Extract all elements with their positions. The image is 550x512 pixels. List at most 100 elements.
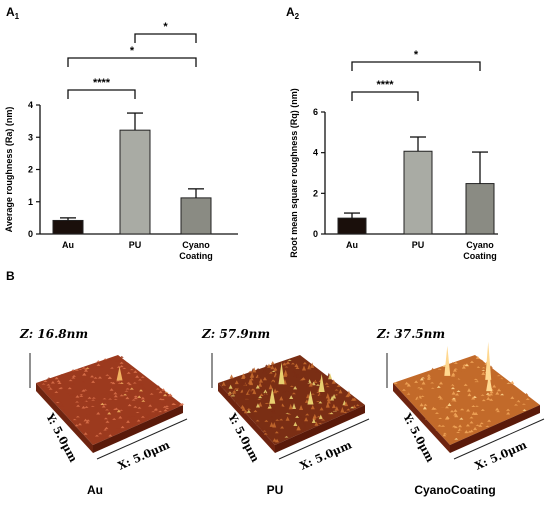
afm-texture [424,417,429,420]
chart-a1-average-roughness: Average roughness (Ra) (nm) 0 1 2 3 4 Au PU Cyan… [4,21,238,261]
afm-texture [439,414,444,418]
afm-texture [282,362,287,366]
y-tick-label: 2 [313,188,318,198]
afm-texture [165,399,170,402]
afm-texture [91,399,96,401]
afm-texture [94,368,99,370]
afm-texture [510,396,515,399]
afm-texture [274,431,279,434]
afm-texture [116,427,121,429]
afm-texture [100,402,105,405]
afm-texture [496,375,501,377]
afm-texture [315,368,320,374]
afm-texture [255,419,260,422]
afm-texture [522,409,527,411]
afm-texture [328,373,333,380]
afm-texture [485,425,490,427]
afm-texture [172,400,177,404]
afm-texture [113,398,118,400]
afm-texture [430,387,435,389]
afm-texture [283,363,288,365]
afm-texture [506,408,511,411]
afm-texture [78,400,83,402]
afm-texture [481,371,486,376]
afm-texture [271,377,276,383]
afm-texture [285,360,290,365]
afm-texture [61,408,66,411]
afm-texture [171,402,176,406]
afm-texture [113,394,118,398]
afm-texture [450,362,455,366]
afm-surface-side [218,383,275,453]
afm-texture [496,410,501,413]
afm-texture [104,371,109,373]
afm-texture [437,369,442,372]
afm-texture [65,392,70,395]
afm-texture [103,415,108,417]
afm-texture [331,403,336,409]
afm-peak [278,362,285,385]
afm-texture [158,390,163,394]
afm-texture [79,394,84,396]
afm-texture [282,390,287,393]
afm-texture [229,374,234,379]
afm-texture [106,413,111,416]
afm-texture [474,419,479,423]
afm-texture [258,382,263,387]
afm-texture [140,396,145,400]
afm-texture [179,403,184,406]
afm-texture [105,374,110,376]
afm-texture [319,407,324,411]
afm-texture [120,425,125,429]
afm-texture [340,407,345,413]
afm-texture [247,388,252,395]
afm-texture [325,417,330,421]
afm-texture [322,399,327,406]
afm-texture [112,367,117,369]
afm-texture [455,378,460,382]
significance-label: **** [93,77,111,89]
afm-texture [54,376,59,380]
afm-texture [271,408,276,414]
x-tick-label: Cyano Coating [463,240,497,261]
afm-texture [241,406,246,411]
afm-texture [293,386,298,390]
y-tick-label: 1 [28,197,33,207]
afm-texture [250,388,255,391]
afm-texture [87,396,92,399]
afm-texture [108,398,113,400]
afm-x-axis [96,418,188,460]
afm-texture [478,363,483,366]
afm-texture [270,361,275,365]
afm-z-range: Z: 57.9nm [201,327,270,341]
afm-texture [324,382,329,385]
afm-texture [445,395,450,398]
afm-texture [116,365,121,368]
afm-texture [45,387,50,390]
afm-texture [316,397,321,400]
afm-texture [104,426,109,430]
afm-texture [455,392,460,396]
afm-texture [290,366,295,368]
afm-texture [112,376,117,379]
afm-texture [91,397,96,399]
afm-texture [262,369,267,374]
afm-texture [470,375,475,379]
significance-label: **** [376,79,394,91]
afm-texture [418,381,423,383]
afm-texture [450,386,455,390]
afm-texture [165,407,170,410]
afm-texture [312,398,317,404]
afm-texture [500,393,505,396]
afm-texture [332,394,337,399]
afm-texture [423,403,428,406]
afm-texture [228,384,233,389]
afm-texture [248,370,253,373]
afm-texture [434,390,439,394]
y-tick-label: 4 [313,148,318,158]
afm-texture [310,393,315,395]
afm-texture [450,413,455,415]
afm-texture [473,378,478,380]
afm-texture [74,368,79,371]
